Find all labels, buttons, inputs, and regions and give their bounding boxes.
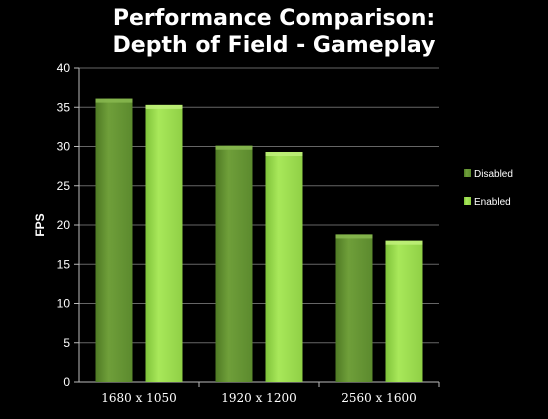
bar-disabled: [95, 98, 133, 383]
bar-top-highlight: [215, 145, 253, 150]
bar-enabled: [385, 240, 423, 382]
y-tick-label: 40: [57, 61, 71, 75]
legend-swatch-enabled: [464, 197, 471, 205]
y-tick-label: 0: [63, 375, 70, 389]
chart-title-line-1: Performance Comparison:: [112, 6, 436, 31]
bar-enabled: [145, 104, 183, 383]
y-tick-label: 20: [57, 218, 71, 232]
bar-top-highlight: [145, 104, 183, 109]
legend-swatch-disabled: [464, 169, 471, 177]
bar-disabled: [335, 234, 373, 382]
y-tick-label: 10: [57, 297, 71, 311]
y-tick-label: 35: [57, 100, 71, 114]
y-tick-label: 25: [57, 179, 71, 193]
y-tick-label: 30: [57, 140, 71, 154]
bar-disabled: [215, 145, 253, 382]
y-tick-label: 5: [63, 336, 70, 350]
x-tick-label: 2560 x 1600: [341, 391, 416, 405]
legend-label-disabled: Disabled: [474, 169, 513, 180]
y-tick-label: 15: [57, 257, 71, 271]
bar-top-highlight: [265, 151, 303, 156]
y-axis-label: FPS: [33, 213, 47, 236]
bar-top-highlight: [95, 98, 133, 103]
bar-enabled: [265, 151, 303, 382]
bar-top-highlight: [385, 240, 423, 245]
x-tick-label: 1680 x 1050: [101, 391, 176, 405]
x-tick-label: 1920 x 1200: [221, 391, 296, 405]
chart-title-line-2: Depth of Field - Gameplay: [112, 33, 436, 58]
legend-label-enabled: Enabled: [474, 197, 511, 208]
bar-top-highlight: [335, 234, 373, 239]
